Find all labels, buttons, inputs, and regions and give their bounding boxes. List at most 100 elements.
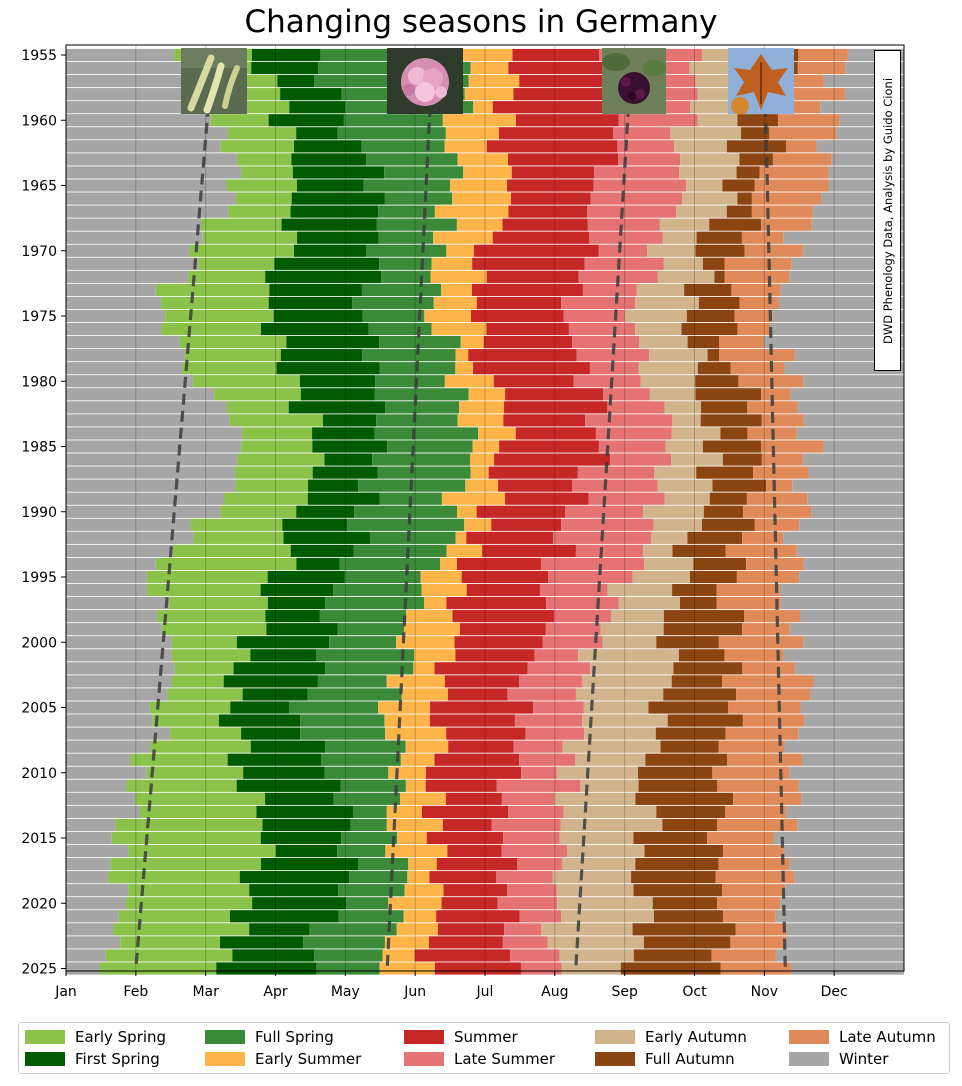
early-autumn-segment-1993: [643, 544, 673, 557]
late-autumn-segment-2023: [730, 936, 787, 949]
winter-segment-2017: [789, 858, 904, 871]
winter-segment-2016: [66, 844, 129, 858]
full-autumn-segment-1982: [700, 401, 748, 414]
first-spring-segment-1983: [323, 414, 377, 427]
early-summer-segment-1969: [433, 231, 493, 244]
late-autumn-segment-2010: [712, 766, 790, 779]
late-autumn-segment-1964: [759, 166, 829, 179]
early-autumn-segment-1984: [671, 427, 721, 440]
full-autumn-segment-2025: [620, 962, 721, 975]
late-autumn-segment-1990: [743, 505, 812, 518]
first-spring-segment-1968: [281, 218, 377, 231]
late-summer-segment-1977: [572, 336, 640, 349]
late-autumn-segment-1969: [741, 231, 784, 244]
late-autumn-segment-2008: [718, 740, 785, 753]
late-autumn-segment-2013: [725, 805, 787, 818]
full-spring-segment-2022: [309, 923, 397, 936]
legend-label: Late Summer: [454, 1050, 556, 1068]
summer-segment-1990: [476, 505, 566, 518]
late-summer-segment-2017: [517, 858, 562, 871]
winter-segment-2002: [66, 662, 175, 675]
x-tick-label: Mar: [192, 984, 219, 1000]
first-spring-segment-2007: [241, 727, 301, 740]
summer-segment-1964: [511, 166, 595, 179]
full-autumn-segment-1971: [702, 257, 725, 270]
early-spring-segment-2000: [171, 636, 237, 649]
winter-segment-1966: [66, 192, 236, 205]
late-summer-segment-1987: [577, 466, 655, 479]
legend-swatch: [789, 1052, 829, 1066]
full-autumn-segment-2006: [667, 714, 743, 727]
late-summer-segment-1983: [585, 414, 672, 427]
winter-segment-2024: [775, 949, 904, 962]
legend-swatch: [25, 1052, 65, 1066]
early-autumn-segment-2009: [575, 753, 646, 766]
full-autumn-segment-2014: [662, 818, 718, 832]
autumn-leaves-image: [728, 48, 794, 114]
y-axis: 1955 1960 1965 1970 1975 1980 1985 1990 1995 2000…: [21, 48, 66, 978]
late-summer-segment-1979: [589, 362, 639, 375]
winter-segment-2013: [786, 805, 904, 818]
late-summer-segment-1991: [561, 518, 654, 531]
early-summer-segment-1999: [404, 623, 460, 636]
full-autumn-segment-1960: [737, 114, 779, 127]
late-autumn-segment-1973: [731, 283, 781, 296]
full-spring-segment-1978: [362, 349, 456, 362]
first-spring-segment-1972: [265, 270, 382, 283]
late-summer-segment-2021: [519, 910, 562, 923]
early-summer-segment-2024: [382, 949, 415, 962]
full-spring-segment-1995: [344, 570, 421, 584]
full-autumn-segment-2022: [632, 923, 736, 936]
late-summer-segment-2007: [525, 727, 585, 740]
summer-segment-1985: [499, 440, 599, 453]
full-autumn-segment-1962: [726, 140, 787, 153]
early-summer-segment-1987: [470, 466, 489, 479]
full-spring-segment-1982: [385, 401, 460, 414]
summer-segment-1994: [456, 557, 541, 571]
full-spring-segment-1992: [369, 531, 456, 544]
late-summer-segment-1988: [572, 479, 658, 492]
full-spring-segment-1961: [337, 127, 446, 140]
summer-segment-1979: [473, 362, 590, 375]
summer-segment-1986: [494, 453, 611, 466]
early-autumn-segment-2025: [561, 962, 621, 975]
early-spring-segment-2004: [167, 688, 243, 701]
early-spring-segment-2005: [149, 701, 231, 714]
winter-segment-1975: [66, 309, 166, 323]
summer-segment-1987: [488, 466, 578, 479]
summer-segment-1976: [486, 322, 569, 336]
winter-segment-1959: [66, 101, 216, 114]
summer-segment-1983: [503, 414, 586, 427]
early-spring-segment-2022: [113, 923, 250, 936]
early-summer-segment-2013: [386, 805, 422, 818]
winter-segment-1955: [66, 48, 175, 62]
early-spring-segment-1989: [224, 492, 308, 505]
elder-flowers-image: [387, 48, 463, 114]
winter-segment-1996: [66, 583, 148, 597]
summer-segment-1988: [498, 479, 573, 492]
first-spring-segment-1980: [299, 375, 376, 388]
early-autumn-segment-2024: [559, 949, 634, 962]
early-spring-segment-1966: [235, 192, 292, 205]
legend-swatch: [205, 1052, 245, 1066]
early-autumn-segment-1994: [644, 557, 694, 571]
summer-segment-2018: [429, 871, 497, 884]
legend-item-summer: Summer: [404, 1027, 518, 1047]
late-autumn-segment-1995: [736, 570, 800, 584]
winter-segment-1957: [66, 75, 195, 88]
full-autumn-segment-2003: [671, 675, 722, 688]
winter-segment-2006: [804, 714, 904, 727]
winter-segment-1982: [66, 401, 227, 414]
first-spring-segment-1973: [269, 283, 362, 296]
full-spring-segment-1962: [361, 140, 445, 153]
late-autumn-segment-1971: [724, 257, 792, 270]
late-autumn-segment-1985: [761, 440, 824, 453]
legend-swatch: [25, 1030, 65, 1044]
summer-segment-1967: [508, 205, 588, 218]
late-autumn-segment-1998: [744, 610, 800, 623]
winter-segment-2002: [794, 662, 904, 675]
late-autumn-segment-1988: [766, 479, 793, 492]
early-autumn-segment-2013: [563, 805, 657, 818]
early-autumn-segment-1988: [657, 479, 713, 492]
y-tick-label: 2010: [21, 766, 57, 782]
